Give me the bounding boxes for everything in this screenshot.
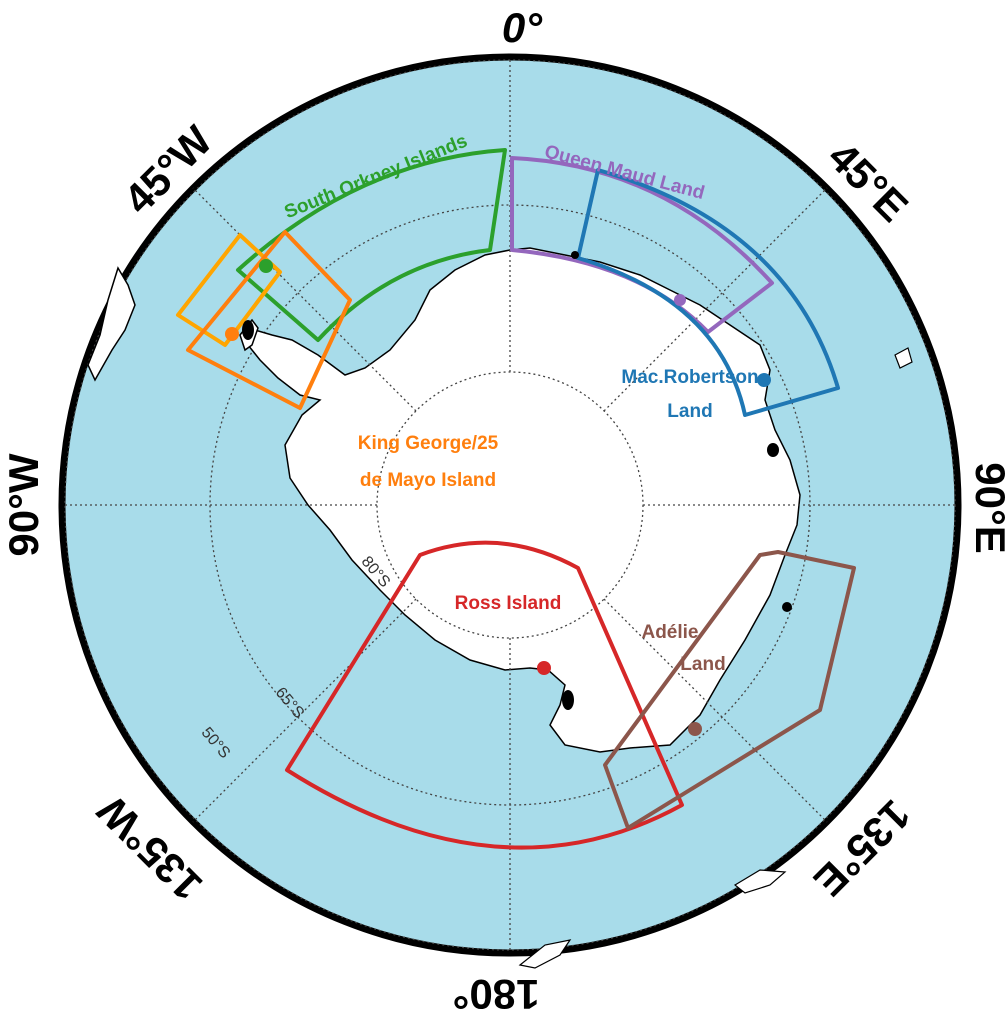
station-dot-blue [757,373,771,387]
lon-label-90w: 90°W [0,453,47,557]
box-adelie [603,550,856,830]
box-mac-robertson [576,168,840,417]
station-dots [225,251,792,736]
island-kerguelen [894,347,913,369]
label-king-george-2: de Mayo Island [360,470,496,491]
station-dot-green [259,259,273,273]
lon-label-0: 0° [502,4,543,51]
station-dot-orange [225,327,239,341]
station-dot-black-ross [562,690,574,710]
label-ross: Ross Island [455,593,562,614]
label-adelie-2: Land [680,654,725,675]
station-dot-black-qml [571,251,579,259]
label-adelie-1: Adélie [641,622,698,643]
station-dot-purple [674,294,686,306]
label-mac-robertson-1: Mac.Robertson [621,367,758,388]
region-boxes [176,148,856,850]
station-dot-black-east [767,443,779,457]
lon-label-90e: 90°E [967,462,1008,554]
box-king-george-outer [186,230,352,410]
station-dot-black-peninsula [242,320,254,340]
label-mac-robertson-2: Land [667,401,712,422]
station-dot-red [537,661,551,675]
station-dot-black-adelie [782,602,792,612]
south-america-tip [87,266,136,382]
box-south-orkney [236,148,507,342]
box-king-george-inner [176,233,282,347]
box-ross [285,540,684,850]
lon-label-180: 180° [453,971,540,1011]
island-south-nz [518,939,572,969]
station-dot-brown [688,722,702,736]
label-king-george-1: King George/25 [358,433,499,454]
island-southeast [733,869,787,894]
